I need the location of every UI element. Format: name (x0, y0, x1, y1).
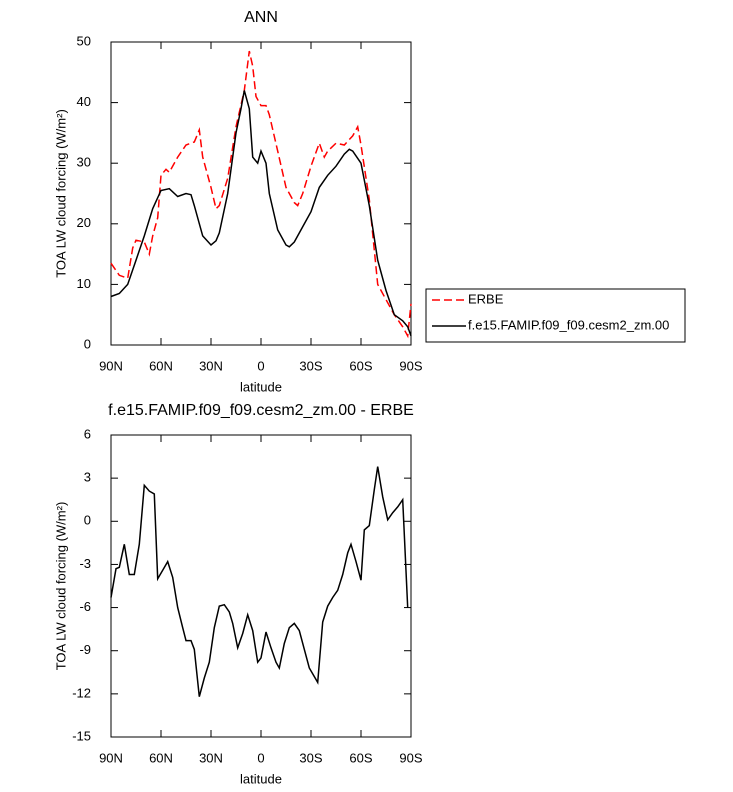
x-tick-label: 60S (349, 358, 372, 373)
x-tick-label: 30N (199, 358, 223, 373)
y-tick-label: -3 (79, 556, 91, 571)
x-tick-label: 90N (99, 358, 123, 373)
line-series (110, 466, 409, 697)
legend-box (425, 288, 686, 343)
x-tick-label: 60N (149, 750, 173, 765)
y-tick-label: 3 (84, 470, 91, 485)
line-series (110, 50, 412, 339)
x-tick-label: 60S (349, 750, 372, 765)
legend-label: ERBE (468, 291, 504, 306)
x-tick-label: 30N (199, 750, 223, 765)
y-tick-label: -12 (72, 685, 91, 700)
plot-frame (110, 434, 412, 738)
y-tick-label: 50 (77, 33, 91, 48)
y-tick-label: -6 (79, 599, 91, 614)
chart-title: f.e15.FAMIP.f09_f09.cesm2_zm.00 - ERBE (108, 402, 414, 419)
y-tick-label: 0 (84, 336, 91, 351)
line-series (110, 90, 412, 337)
y-tick-label: 30 (77, 155, 91, 170)
x-tick-label: 90S (399, 358, 422, 373)
x-axis-label: latitude (240, 379, 282, 394)
x-tick-label: 90S (399, 750, 422, 765)
x-tick-label: 30S (299, 358, 322, 373)
y-tick-label: 40 (77, 94, 91, 109)
y-tick-label: 20 (77, 215, 91, 230)
x-tick-label: 0 (257, 750, 264, 765)
x-tick-label: 90N (99, 750, 123, 765)
x-tick-label: 60N (149, 358, 173, 373)
y-tick-label: -9 (79, 642, 91, 657)
x-axis-label: latitude (240, 771, 282, 786)
legend-label: f.e15.FAMIP.f09_f09.cesm2_zm.00 (468, 317, 669, 332)
y-tick-label: 0 (84, 513, 91, 528)
y-tick-label: 6 (84, 426, 91, 441)
x-tick-label: 30S (299, 750, 322, 765)
plot-frame (110, 41, 412, 346)
y-axis-label: TOA LW cloud forcing (W/m²) (53, 502, 68, 671)
y-axis-label: TOA LW cloud forcing (W/m²) (53, 109, 68, 278)
y-tick-label: 10 (77, 276, 91, 291)
chart-title: ANN (244, 9, 278, 26)
y-tick-label: -15 (72, 728, 91, 743)
x-tick-label: 0 (257, 358, 264, 373)
